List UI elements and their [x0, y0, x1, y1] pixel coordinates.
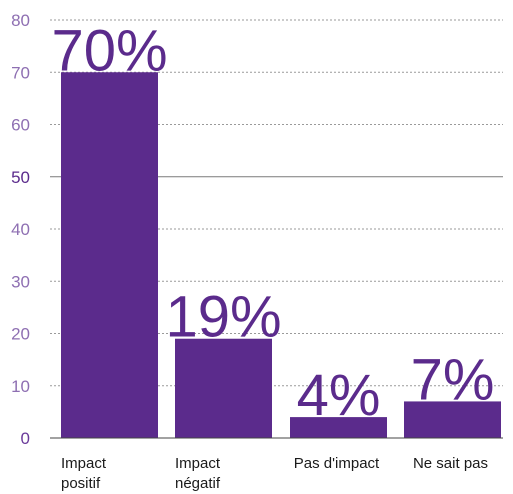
- y-tick-label-50: 50: [11, 168, 30, 187]
- y-tick-label-70: 70: [11, 63, 30, 82]
- y-tick-label-40: 40: [11, 220, 30, 239]
- value-label-0: 70%: [51, 18, 167, 83]
- y-tick-label-80: 80: [11, 11, 30, 30]
- category-labels: Impact positif Impact négatif Pas d'impact Ne…: [61, 455, 488, 492]
- bars: [61, 72, 501, 438]
- bar-3: [404, 401, 501, 438]
- value-labels: 70% 19%4% 7%: [51, 18, 494, 428]
- category-label-2-line-0: Pas d'impact: [294, 455, 380, 472]
- y-tick-label-60: 60: [11, 116, 30, 135]
- gridlines: [50, 19, 503, 387]
- category-label-0-line-1: positif: [61, 475, 101, 492]
- y-tick-label-0: 0: [21, 429, 30, 448]
- category-label-1-line-1: négatif: [175, 475, 221, 492]
- y-tick-label-30: 30: [11, 272, 30, 291]
- category-label-0-line-0: Impact: [61, 455, 107, 472]
- y-tick-label-10: 10: [11, 377, 30, 396]
- category-label-3-line-0: Ne sait pas: [413, 455, 488, 472]
- y-axis-ticks: 0 10 20 30 40 50 60 70 80: [11, 11, 30, 448]
- y-tick-label-20: 20: [11, 325, 30, 344]
- bar-2: [290, 417, 387, 438]
- value-label-1: 19%: [165, 285, 281, 350]
- value-label-3: 7%: [411, 347, 495, 412]
- category-label-1-line-0: Impact: [175, 455, 221, 472]
- value-label-2: 4%: [297, 363, 381, 428]
- bar-1: [175, 338, 272, 438]
- bar-0: [61, 72, 158, 438]
